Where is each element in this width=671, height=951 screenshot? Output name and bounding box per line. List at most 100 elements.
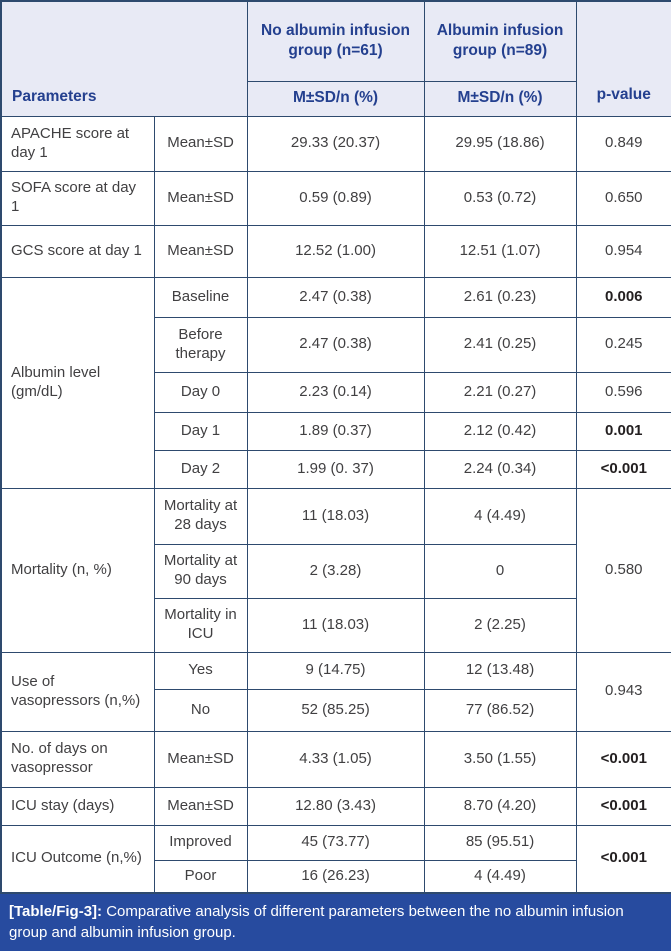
group2-value-cell: 8.70 (4.20) <box>423 786 577 826</box>
group2-value-cell: 4 (4.49) <box>423 487 577 545</box>
table-row: Day 0 2.23 (0.14) 2.21 (0.27) 0.596 <box>1 371 671 413</box>
group2-value-cell: 85 (95.51) <box>423 824 577 861</box>
sublabel-cell: Mean±SD <box>153 730 248 788</box>
table-row: Albumin level (gm/dL) Baseline 2.47 (0.38)… <box>0 276 671 489</box>
table-header: Parameters No albumin infusion group (n=… <box>0 0 671 117</box>
group1-value-cell: 11 (18.03) <box>246 487 425 545</box>
param-cell: ICU Outcome (n,%) <box>0 824 155 894</box>
pvalue-cell: 0.006 <box>575 276 671 318</box>
sublabel-cell: Before therapy <box>153 316 248 373</box>
table-row: Before therapy 2.47 (0.38) 2.41 (0.25) 0.24… <box>1 316 671 373</box>
group1-value-cell: 2.47 (0.38) <box>246 316 425 373</box>
group2-subheader-cell: M±SD/n (%) <box>423 80 577 117</box>
table-row: ICU stay (days) Mean±SD 12.80 (3.43) 8.70 (… <box>0 786 671 826</box>
param-cell: ICU stay (days) <box>0 786 155 826</box>
group1-subheader-cell: M±SD/n (%) <box>246 80 425 117</box>
group2-value-cell: 3.50 (1.55) <box>423 730 577 788</box>
sublabel-cell: Day 2 <box>153 449 248 489</box>
param-cell: No. of days on vasopressor <box>0 730 155 788</box>
group1-header-cell: No albumin infusion group (n=61) <box>246 0 425 82</box>
table-row: No 52 (85.25) 77 (86.52) <box>1 688 671 732</box>
table-row: Mortality at 90 days 2 (3.28) 0 <box>1 543 671 599</box>
group1-value-cell: 9 (14.75) <box>246 651 425 690</box>
group2-value-cell: 2.61 (0.23) <box>423 276 577 318</box>
table-row: Mortality (n, %) Mortality at 28 days 11 (… <box>0 487 671 653</box>
param-cell: Use of vasopressors (n,%) <box>0 651 155 732</box>
group2-value-cell: 12 (13.48) <box>423 651 577 690</box>
group1-value-cell: 1.89 (0.37) <box>246 411 425 451</box>
sublabel-cell: Yes <box>153 651 248 690</box>
header-row-subheaders: M±SD/n (%) M±SD/n (%) <box>1 80 671 117</box>
table-row: GCS score at day 1 Mean±SD 12.52 (1.00) 12.… <box>0 224 671 278</box>
group1-value-cell: 0.59 (0.89) <box>246 170 425 226</box>
pvalue-cell: 0.001 <box>575 411 671 451</box>
group2-value-cell: 4 (4.49) <box>423 859 577 894</box>
group1-value-cell: 11 (18.03) <box>246 597 425 653</box>
param-cell: Mortality (n, %) <box>0 487 155 653</box>
param-cell: GCS score at day 1 <box>0 224 155 278</box>
sublabel-cell: Day 1 <box>153 411 248 451</box>
group1-value-cell: 52 (85.25) <box>246 688 425 732</box>
sublabel-cell: No <box>153 688 248 732</box>
group2-value-cell: 0.53 (0.72) <box>423 170 577 226</box>
table-row: Day 1 1.89 (0.37) 2.12 (0.42) 0.001 <box>1 411 671 451</box>
sublabel-cell: Day 0 <box>153 371 248 413</box>
pvalue-cell: 0.943 <box>575 651 671 732</box>
caption-text: Comparative analysis of different parame… <box>9 903 624 941</box>
param-cell: SOFA score at day 1 <box>0 170 155 226</box>
caption-tag: [Table/Fig-3]: <box>9 903 103 920</box>
group1-value-cell: 4.33 (1.05) <box>246 730 425 788</box>
pvalue-cell: 0.596 <box>575 371 671 413</box>
sublabel-cell: Mean±SD <box>153 115 248 172</box>
group1-value-cell: 12.52 (1.00) <box>246 224 425 278</box>
group1-value-cell: 45 (73.77) <box>246 824 425 861</box>
table-row: Use of vasopressors (n,%) Yes 9 (14.75) 12 … <box>0 651 671 732</box>
comparison-table: Parameters No albumin infusion group (n=… <box>0 0 671 894</box>
group2-value-cell: 0 <box>423 543 577 599</box>
sublabel-cell: Mean±SD <box>153 786 248 826</box>
table-row: SOFA score at day 1 Mean±SD 0.59 (0.89) 0.5… <box>0 170 671 226</box>
group1-value-cell: 1.99 (0. 37) <box>246 449 425 489</box>
group1-value-cell: 2.23 (0.14) <box>246 371 425 413</box>
group2-value-cell: 2.21 (0.27) <box>423 371 577 413</box>
group2-value-cell: 2.24 (0.34) <box>423 449 577 489</box>
group2-value-cell: 2 (2.25) <box>423 597 577 653</box>
pvalue-cell: 0.580 <box>575 487 671 653</box>
pvalue-cell: 0.245 <box>575 316 671 373</box>
table-row: Poor 16 (26.23) 4 (4.49) <box>1 859 671 894</box>
group1-value-cell: 2 (3.28) <box>246 543 425 599</box>
pvalue-cell: 0.650 <box>575 170 671 226</box>
pvalue-header-cell: p-value <box>575 0 671 117</box>
group2-value-cell: 2.12 (0.42) <box>423 411 577 451</box>
pvalue-cell: 0.849 <box>575 115 671 172</box>
sublabel-cell: Mortality at 90 days <box>153 543 248 599</box>
sublabel-cell: Mean±SD <box>153 224 248 278</box>
header-row-groups: Parameters No albumin infusion group (n=… <box>0 0 671 117</box>
pvalue-cell: <0.001 <box>575 786 671 826</box>
group1-value-cell: 16 (26.23) <box>246 859 425 894</box>
group2-value-cell: 29.95 (18.86) <box>423 115 577 172</box>
sublabel-cell: Baseline <box>153 276 248 318</box>
param-cell: Albumin level (gm/dL) <box>0 276 155 489</box>
table-row: No. of days on vasopressor Mean±SD 4.33 (1… <box>0 730 671 788</box>
sublabel-cell: Mean±SD <box>153 170 248 226</box>
sublabel-cell: Poor <box>153 859 248 894</box>
group2-value-cell: 77 (86.52) <box>423 688 577 732</box>
pvalue-cell: <0.001 <box>575 730 671 788</box>
sublabel-cell: Mortality at 28 days <box>153 487 248 545</box>
pvalue-cell: 0.954 <box>575 224 671 278</box>
table-row: ICU Outcome (n,%) Improved 45 (73.77) 85 (9… <box>0 824 671 894</box>
sublabel-cell: Mortality in ICU <box>153 597 248 653</box>
parameters-header-cell: Parameters <box>0 0 248 117</box>
group1-value-cell: 29.33 (20.37) <box>246 115 425 172</box>
table-body: APACHE score at day 1 Mean±SD 29.33 (20.37… <box>0 115 671 894</box>
group2-value-cell: 2.41 (0.25) <box>423 316 577 373</box>
group1-value-cell: 2.47 (0.38) <box>246 276 425 318</box>
param-cell: APACHE score at day 1 <box>0 115 155 172</box>
figure-caption: [Table/Fig-3]: Comparative analysis of d… <box>0 894 671 951</box>
sublabel-cell: Improved <box>153 824 248 861</box>
group2-header-cell: Albumin infusion group (n=89) <box>423 0 577 82</box>
group2-value-cell: 12.51 (1.07) <box>423 224 577 278</box>
pvalue-cell: <0.001 <box>575 449 671 489</box>
